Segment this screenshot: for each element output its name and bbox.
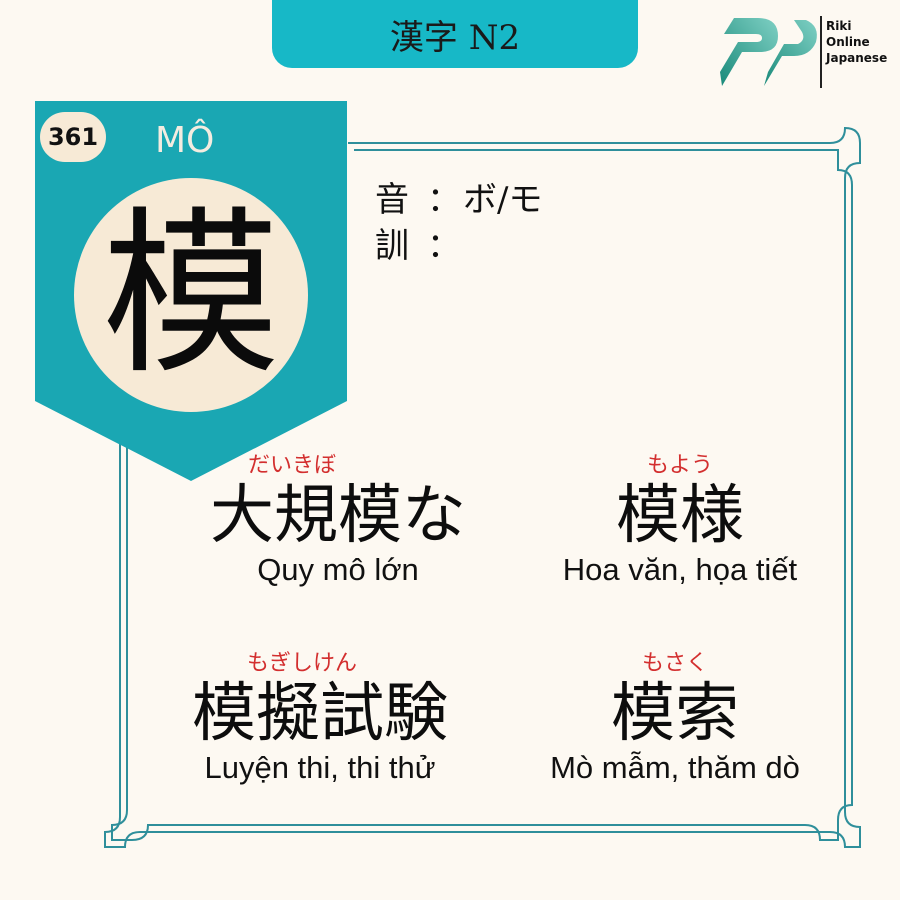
vocab-furigana: もよう xyxy=(646,453,713,478)
on-label: 音 xyxy=(375,180,409,220)
vocab-meaning: Mò mẫm, thăm dò xyxy=(550,750,800,785)
vocab-furigana: だいきぼ xyxy=(248,453,337,478)
vocab-meaning: Quy mô lớn xyxy=(257,552,419,587)
sino-vietnamese-reading: MÔ xyxy=(155,120,215,161)
kun-separator: ： xyxy=(427,226,461,266)
kun-label: 訓 xyxy=(375,226,409,266)
vocab-item: もさく 模索 Mò mẫm, thăm dò xyxy=(515,650,835,786)
vocab-word: 模様 xyxy=(616,479,744,553)
on-value: ボ/モ xyxy=(463,180,543,220)
vocab-word: 模索 xyxy=(611,677,739,751)
main-kanji: 模 xyxy=(102,191,280,398)
on-separator: ： xyxy=(427,180,461,220)
header-tab: 漢字 N2 xyxy=(272,0,638,68)
on-reading-line: 音 ：ボ/モ xyxy=(375,172,560,221)
vocab-furigana: もぎしけん xyxy=(247,651,358,676)
kanji-circle xyxy=(74,178,308,412)
vocab-meaning: Hoa văn, họa tiết xyxy=(562,552,798,587)
logo-line-1: Riki xyxy=(826,19,852,33)
vocab-item: もぎしけん 模擬試験 Luyện thi, thi thử xyxy=(155,650,485,786)
logo-divider xyxy=(820,16,822,88)
kanji-number-badge: 361 xyxy=(40,112,106,162)
logo-line-2: Online xyxy=(826,35,870,49)
header-title: 漢字 N2 xyxy=(389,17,521,58)
kun-reading-line: 訓： xyxy=(375,218,481,267)
kanji-number: 361 xyxy=(47,123,99,151)
vocab-word: 大規模な xyxy=(210,479,466,553)
vocab-word: 模擬試験 xyxy=(192,677,448,751)
riki-logo-icon xyxy=(720,18,817,86)
vocab-item: だいきぼ 大規模な Quy mô lớn xyxy=(178,452,498,588)
logo-line-3: Japanese xyxy=(826,51,888,65)
vocab-furigana: もさく xyxy=(641,651,708,676)
logo-text: Riki Online Japanese xyxy=(826,18,887,66)
vocab-item: もよう 模様 Hoa văn, họa tiết xyxy=(520,452,840,588)
vocab-meaning: Luyện thi, thi thử xyxy=(204,750,436,785)
